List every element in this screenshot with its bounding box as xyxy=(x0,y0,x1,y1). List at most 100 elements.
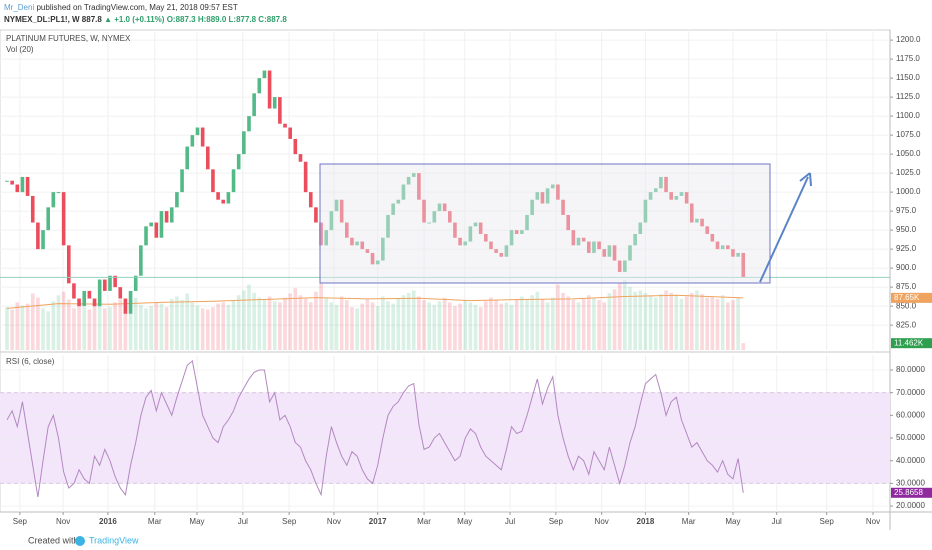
candle xyxy=(226,192,231,204)
rsi-tick-label: 30.0000 xyxy=(896,479,925,488)
candle xyxy=(293,138,298,155)
volume-bar xyxy=(566,296,571,350)
candle xyxy=(679,192,684,196)
candle xyxy=(710,233,715,242)
volume-bar xyxy=(314,291,318,350)
ohlc: O:887.3 H:889.0 L:877.8 C:887.8 xyxy=(166,15,287,24)
candle xyxy=(576,237,581,246)
candle xyxy=(731,249,735,257)
volume-bar xyxy=(720,295,725,350)
volume-bar xyxy=(648,295,653,350)
candle xyxy=(205,146,210,170)
volume-bar xyxy=(61,291,66,350)
volume-bar xyxy=(514,300,519,350)
volume-bar xyxy=(375,305,380,350)
candle xyxy=(659,176,663,189)
candle xyxy=(453,222,457,238)
candle xyxy=(108,275,112,291)
x-tick-label: Jul xyxy=(505,517,515,526)
y-tick-label: 1175.0 xyxy=(896,54,920,63)
x-tick-label: 2018 xyxy=(637,517,655,526)
candle xyxy=(674,195,679,200)
candle xyxy=(715,241,720,250)
candle xyxy=(200,127,205,147)
volume-bar xyxy=(355,308,359,350)
volume-bar xyxy=(25,303,30,350)
candle xyxy=(61,192,66,246)
candle xyxy=(638,222,643,234)
candle xyxy=(653,188,658,193)
y-tick-label: 875.0 xyxy=(896,282,917,291)
candle xyxy=(113,275,117,288)
volume-bar xyxy=(72,308,76,350)
candle xyxy=(97,279,102,307)
volume-bar xyxy=(298,295,303,350)
volume-bar xyxy=(556,284,560,350)
candle xyxy=(46,207,50,231)
candle xyxy=(77,298,81,307)
volume-bar xyxy=(236,295,241,350)
volume-bar xyxy=(242,290,246,350)
volume-bar xyxy=(458,303,462,350)
volume-bar xyxy=(247,284,251,350)
volume-bar xyxy=(133,297,138,350)
volume-bar xyxy=(442,297,447,350)
volume-bar xyxy=(689,292,694,350)
volume-bar xyxy=(370,302,375,350)
candle xyxy=(242,131,246,155)
volume-bar xyxy=(540,298,545,350)
volume-bar xyxy=(56,295,61,350)
candle xyxy=(236,154,241,170)
rsi-tag-bg xyxy=(891,487,932,498)
candle xyxy=(617,260,622,272)
candle xyxy=(525,214,529,231)
candle xyxy=(51,192,56,208)
author[interactable]: Mr_Deni xyxy=(4,3,35,12)
volume-bar xyxy=(437,301,442,350)
volume-bar xyxy=(319,283,323,350)
candle xyxy=(602,249,607,257)
candle xyxy=(520,230,524,234)
candle xyxy=(308,192,313,208)
x-tick-label: May xyxy=(457,517,472,526)
volume-bar xyxy=(149,305,153,350)
y-tick-label: 950.0 xyxy=(896,225,917,234)
volume-bar xyxy=(350,307,354,350)
volume-bar xyxy=(221,302,226,350)
header-line: Mr_Deni published on TradingView.com, Ma… xyxy=(4,3,238,12)
volume-bar xyxy=(329,302,334,350)
volume-bar xyxy=(345,300,349,350)
footer-brand[interactable]: TradingView xyxy=(89,535,139,545)
volume-bar xyxy=(267,296,272,350)
candle xyxy=(726,245,730,250)
rsi-tick-label: 40.0000 xyxy=(896,456,925,465)
volume-bar xyxy=(633,291,637,350)
candle xyxy=(556,184,560,200)
candle xyxy=(20,176,25,193)
candle xyxy=(695,218,699,223)
x-tick-label: Sep xyxy=(13,517,28,526)
volume-bar xyxy=(278,302,282,350)
rsi-tick-label: 50.0000 xyxy=(896,433,925,442)
volume-bar xyxy=(190,302,195,350)
candle xyxy=(216,192,220,200)
volume-bar xyxy=(46,311,50,350)
candle xyxy=(447,211,452,223)
candle xyxy=(180,169,184,193)
volume-bar xyxy=(623,279,627,350)
volume-bar xyxy=(731,300,735,350)
candle xyxy=(566,214,571,231)
y-tick-label: 1050.0 xyxy=(896,149,921,158)
candle xyxy=(442,203,447,212)
y-tick-label: 1150.0 xyxy=(896,73,920,82)
volume-bar xyxy=(252,292,256,350)
candle xyxy=(288,127,292,139)
volume-bar xyxy=(592,297,596,350)
volume-bar xyxy=(51,301,56,350)
volume-bar xyxy=(87,309,92,350)
y-tick-label: 1200.0 xyxy=(896,35,921,44)
candle xyxy=(545,188,550,204)
candle xyxy=(25,176,30,196)
candle xyxy=(30,195,35,223)
